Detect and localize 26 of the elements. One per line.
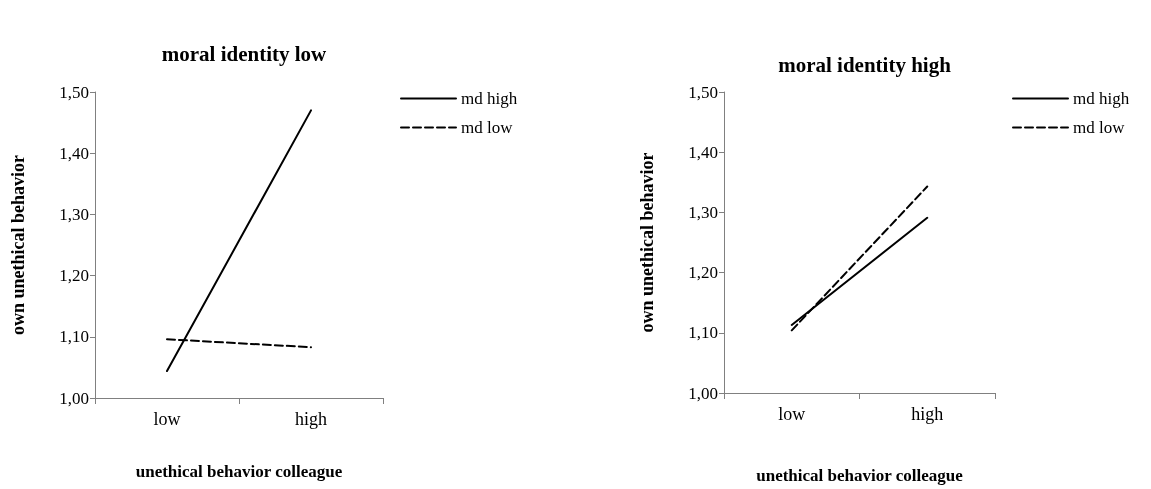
legend-label: md low — [1073, 118, 1126, 137]
y-tick-label: 1,20 — [688, 263, 718, 283]
legend-label: md low — [461, 118, 514, 137]
y-tick-label: 1,50 — [688, 82, 718, 102]
chart-title: moral identity high — [778, 52, 952, 77]
x-tick-label: high — [911, 404, 944, 424]
legend-label: md high — [1073, 89, 1130, 108]
legend-label: md high — [461, 89, 518, 108]
x-axis-title: unethical behavior colleague — [135, 462, 343, 481]
x-axis-title: unethical behavior colleague — [756, 466, 964, 485]
y-tick-label: 1,30 — [59, 204, 89, 224]
y-tick-label: 1,10 — [688, 323, 718, 343]
y-tick-label: 1,40 — [688, 142, 718, 162]
x-tick-label: high — [294, 409, 328, 429]
y-tick-label: 1,00 — [688, 383, 718, 403]
y-tick-label: 1,50 — [59, 82, 89, 102]
y-axis-title: own unethical behavior — [637, 152, 657, 333]
x-tick-label: low — [153, 409, 181, 429]
y-axis-title: own unethical behavior — [8, 154, 28, 336]
x-tick-label: low — [778, 404, 806, 424]
y-tick-label: 1,00 — [59, 388, 89, 408]
y-tick-label: 1,20 — [59, 266, 89, 286]
chart-title: moral identity low — [161, 41, 328, 66]
y-tick-label: 1,10 — [59, 327, 89, 347]
y-tick-label: 1,40 — [59, 143, 89, 163]
y-tick-label: 1,30 — [688, 202, 718, 222]
